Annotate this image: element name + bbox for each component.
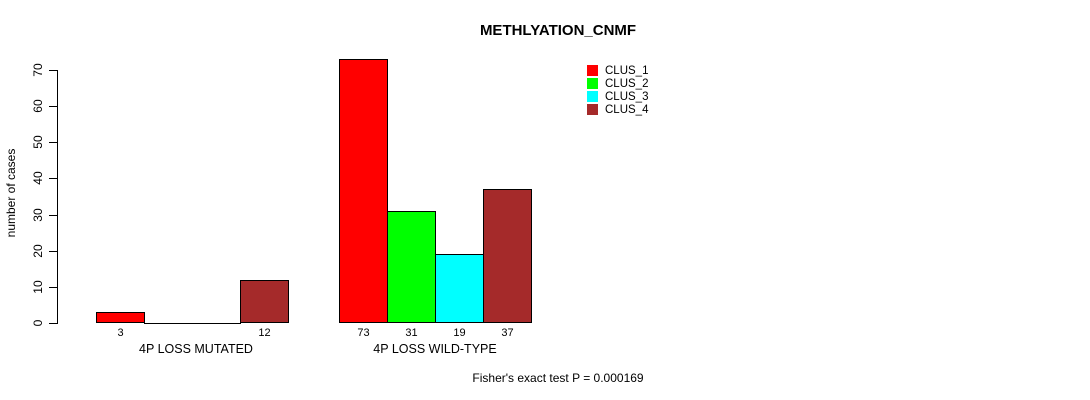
- y-tick-label-30: 30: [31, 208, 45, 222]
- y-tick-30: [49, 215, 57, 216]
- bar-value-label-clus_4-group1: 37: [501, 327, 514, 339]
- bar-clus_1-group1: [339, 59, 388, 323]
- y-tick-label-60: 60: [31, 99, 45, 113]
- bar-value-label-clus_2-group1: 31: [405, 327, 418, 339]
- legend-swatch-clus_2: [587, 78, 598, 89]
- y-tick-label-50: 50: [31, 135, 45, 149]
- chart-title: METHLYATION_CNMF: [479, 22, 637, 39]
- bar-clus_2-group1: [387, 211, 436, 323]
- legend-item-clus_1: CLUS_1: [587, 64, 648, 77]
- zero-bar-clus_2-group0: [144, 323, 193, 324]
- y-axis-line: [57, 70, 58, 324]
- y-tick-label-10: 10: [31, 280, 45, 294]
- y-tick-label-20: 20: [31, 244, 45, 258]
- y-tick-label-40: 40: [31, 171, 45, 185]
- bar-value-label-clus_3-group1: 19: [453, 327, 466, 339]
- legend-label-clus_2: CLUS_2: [605, 77, 649, 90]
- y-axis-title: number of cases: [4, 148, 18, 238]
- y-tick-label-70: 70: [31, 63, 45, 77]
- legend-label-clus_3: CLUS_3: [605, 90, 649, 103]
- bar-clus_4-group1: [483, 189, 532, 323]
- bar-clus_4-group0: [240, 280, 289, 323]
- legend-item-clus_3: CLUS_3: [587, 90, 648, 103]
- legend-item-clus_4: CLUS_4: [587, 103, 648, 116]
- legend-swatch-clus_4: [587, 104, 598, 115]
- y-tick-20: [49, 251, 57, 252]
- y-tick-0: [49, 323, 57, 324]
- bar-value-label-clus_1-group1: 73: [357, 327, 370, 339]
- fisher-test-annotation: Fisher's exact test P = 0.000169: [472, 371, 644, 385]
- y-tick-50: [49, 142, 57, 143]
- bar-value-label-clus_1-group0: 3: [117, 327, 124, 339]
- legend-label-clus_1: CLUS_1: [605, 64, 649, 77]
- legend-swatch-clus_1: [587, 65, 598, 76]
- bar-value-label-clus_4-group0: 12: [258, 327, 271, 339]
- y-tick-40: [49, 178, 57, 179]
- category-label-wild-type: 4P LOSS WILD-TYPE: [373, 342, 497, 356]
- legend-swatch-clus_3: [587, 91, 598, 102]
- y-tick-60: [49, 106, 57, 107]
- bar-clus_3-group1: [435, 254, 484, 323]
- y-tick-10: [49, 287, 57, 288]
- y-tick-70: [49, 70, 57, 71]
- legend-label-clus_4: CLUS_4: [605, 103, 649, 116]
- y-tick-label-0: 0: [31, 319, 45, 327]
- legend: CLUS_1 CLUS_2 CLUS_3 CLUS_4: [587, 64, 648, 116]
- category-label-mutated: 4P LOSS MUTATED: [139, 342, 253, 356]
- legend-item-clus_2: CLUS_2: [587, 77, 648, 90]
- zero-bar-clus_3-group0: [192, 323, 241, 324]
- bar-clus_1-group0: [96, 312, 145, 323]
